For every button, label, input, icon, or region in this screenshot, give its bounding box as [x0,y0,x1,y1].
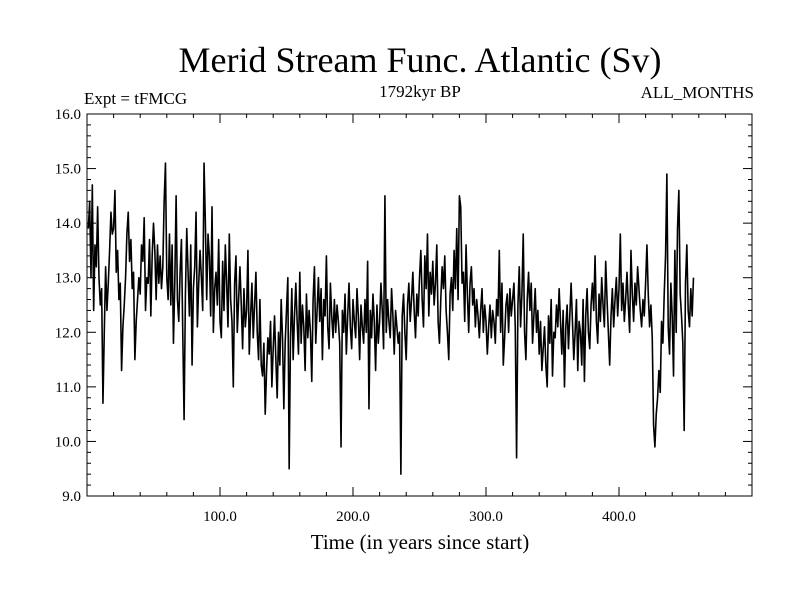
plot-frame [86,113,753,497]
y-tick-label: 10.0 [55,434,81,450]
y-tick-label: 16.0 [55,107,81,123]
y-tick-label: 9.0 [62,489,81,505]
y-tick-label: 11.0 [55,380,81,396]
period-label: 1792kyr BP [379,82,461,101]
chart-title: Merid Stream Func. Atlantic (Sv) [179,40,662,80]
x-tick-label: 200.0 [336,509,370,525]
y-tick-label: 12.0 [55,325,81,341]
y-tick-label: 14.0 [55,216,81,232]
y-tick-label: 13.0 [55,271,81,287]
experiment-label: Expt = tFMCG [84,89,187,108]
x-tick-label: 300.0 [469,509,503,525]
x-axis-label: Time (in years since start) [311,530,530,554]
data-series-line [87,162,695,475]
x-tick-label: 400.0 [602,509,636,525]
x-tick-label: 100.0 [203,509,237,525]
y-tick-label: 15.0 [55,162,81,178]
months-label: ALL_MONTHS [641,83,754,102]
plot-area: 9.0 10.0 11.0 12.0 13.0 14.0 15.0 16.0 100.0 200.… [55,107,753,525]
